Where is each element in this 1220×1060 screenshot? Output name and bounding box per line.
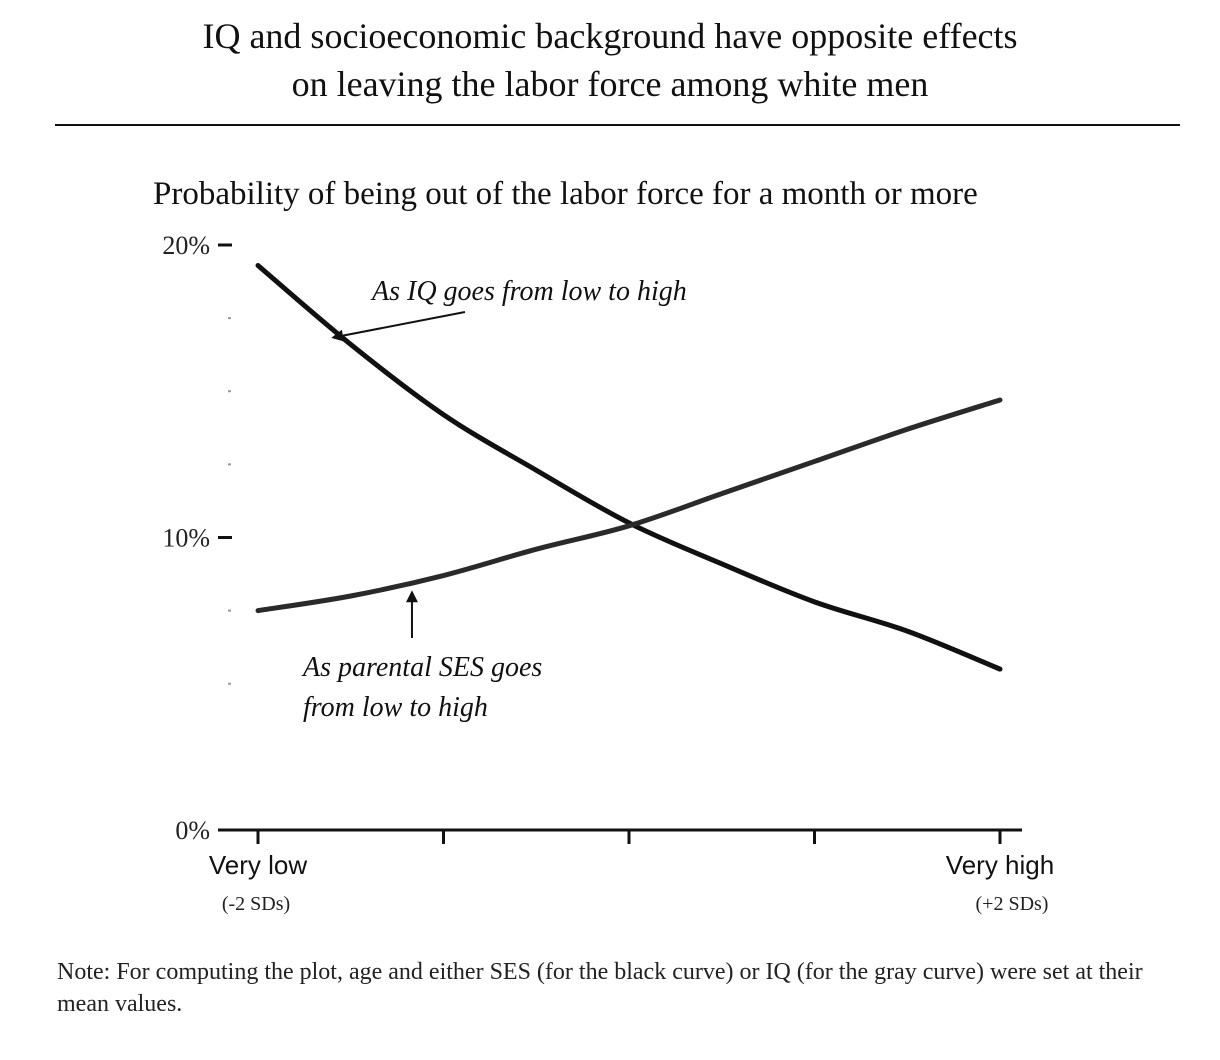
y-tick-label-0: 0% bbox=[175, 816, 210, 845]
x-category-sublabel-0: (-2 SDs) bbox=[222, 893, 290, 915]
chart-title-block: IQ and socioeconomic background have opp… bbox=[0, 12, 1220, 108]
series-0-point-0 bbox=[257, 264, 259, 266]
annotation-iq-arrow bbox=[331, 311, 466, 342]
title-divider bbox=[55, 124, 1180, 126]
annotation-iq-label: As IQ goes from low to high bbox=[370, 276, 687, 307]
chart-series bbox=[255, 262, 1003, 672]
series-1-point-6 bbox=[814, 460, 815, 462]
chart-title-line-2: on leaving the labor force among white m… bbox=[291, 64, 929, 104]
x-category-label-0: Very low bbox=[209, 850, 307, 880]
chart-axes: 0% 10% 20% Very low (-2 SDs) Very high (+2 SDs… bbox=[162, 231, 1054, 915]
chart-note: Note: For computing the plot, age and ei… bbox=[57, 959, 1143, 1017]
y-tick-label-1: 10% bbox=[162, 524, 210, 553]
series-1-point-1 bbox=[350, 595, 352, 597]
series-0-point-8 bbox=[999, 668, 1001, 670]
x-category-sublabel-1: (+2 SDs) bbox=[976, 893, 1049, 915]
y-tick-label-2: 20% bbox=[162, 231, 210, 260]
series-1-point-5 bbox=[721, 493, 723, 495]
series-1-point-0 bbox=[257, 610, 259, 612]
series-line-1 bbox=[255, 397, 1003, 614]
annotation-ses-label-line-1: As parental SES goes bbox=[301, 652, 542, 683]
chart-annotations: As IQ goes from low to high As parental S… bbox=[301, 276, 687, 723]
series-1-point-2 bbox=[443, 575, 444, 577]
chart-title-line-1: IQ and socioeconomic background have opp… bbox=[202, 16, 1018, 56]
series-0-point-1 bbox=[350, 343, 352, 345]
series-0-point-7 bbox=[906, 630, 908, 632]
x-category-label-1: Very high bbox=[946, 850, 1054, 880]
series-1-point-4 bbox=[628, 525, 630, 527]
chart-subtitle: Probability of being out of the labor fo… bbox=[153, 176, 978, 212]
series-1-point-3 bbox=[535, 548, 537, 550]
series-1-point-8 bbox=[999, 399, 1001, 401]
series-0-point-3 bbox=[535, 469, 537, 471]
series-0-point-6 bbox=[814, 601, 815, 603]
series-1-point-7 bbox=[906, 428, 908, 430]
series-0-point-5 bbox=[721, 563, 723, 565]
series-0-point-2 bbox=[443, 414, 444, 416]
annotation-ses-label-line-2: from low to high bbox=[303, 692, 488, 723]
series-line-0 bbox=[255, 262, 1003, 672]
